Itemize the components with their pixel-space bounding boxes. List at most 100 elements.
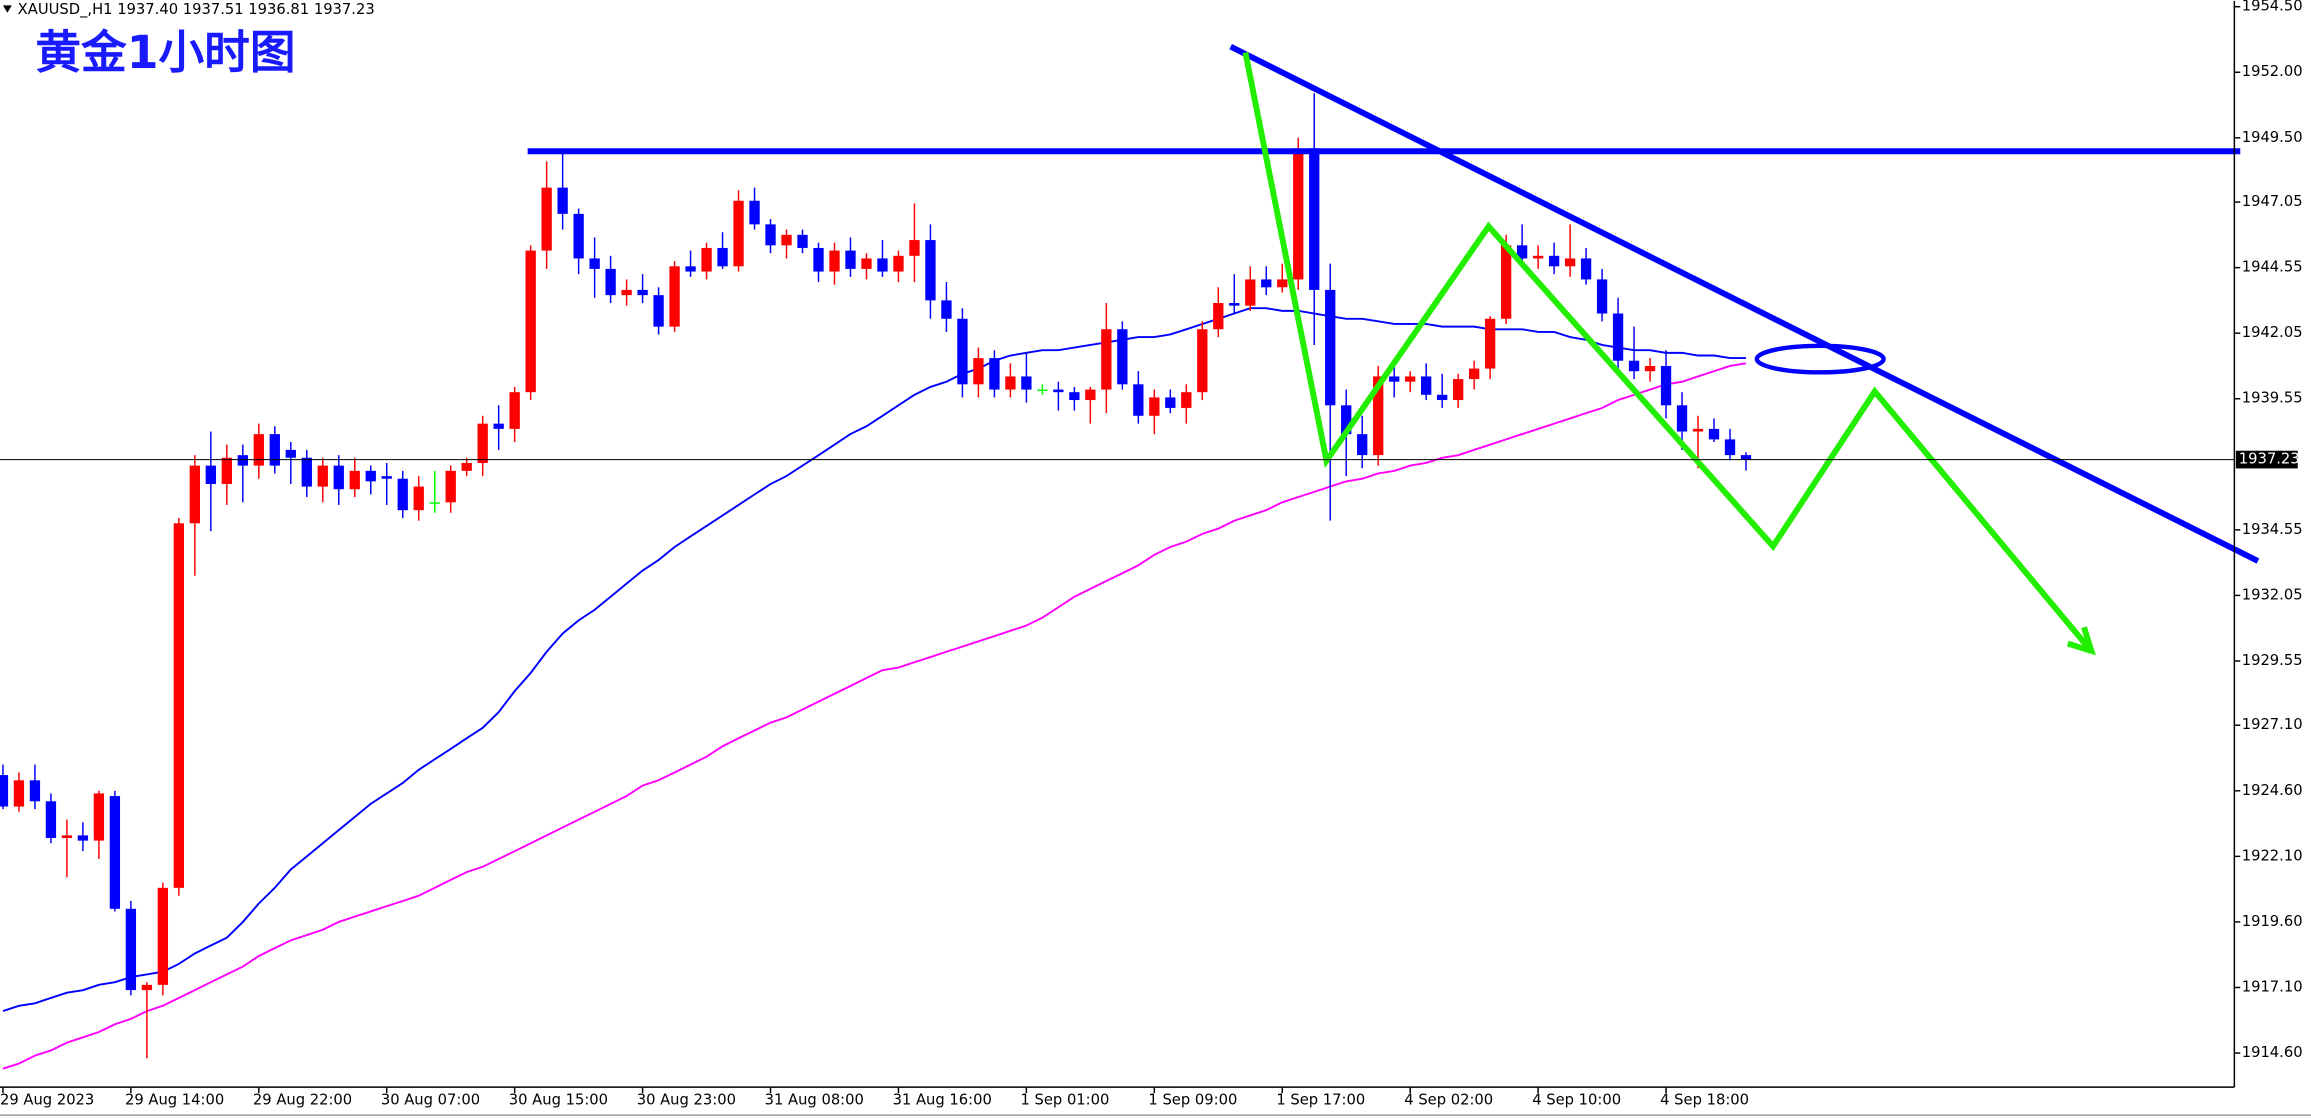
candle-body	[1261, 279, 1272, 288]
candle-body	[941, 300, 952, 319]
y-tick-label: 1927.10	[2242, 716, 2303, 733]
candle-body	[669, 266, 680, 327]
y-tick-label: 1949.50	[2242, 129, 2303, 146]
candle-body	[685, 266, 696, 272]
candle-body	[509, 392, 520, 429]
candle-body	[1692, 428, 1704, 432]
candle-body	[429, 502, 440, 504]
candle-body	[957, 318, 968, 385]
candle-body	[781, 234, 792, 246]
candle-body	[541, 187, 552, 251]
y-tick-label: 1939.55	[2242, 390, 2303, 407]
chart-title: 黄金1小时图	[35, 26, 295, 79]
candle-body	[1085, 389, 1096, 401]
candle-body	[989, 358, 1000, 390]
plot-area	[0, 93, 1752, 1070]
candle-body	[1516, 245, 1528, 259]
candle-body	[365, 470, 376, 482]
candle-body	[733, 200, 744, 267]
candle-body	[253, 434, 264, 466]
candle-body	[1005, 376, 1016, 390]
candle-body	[925, 240, 936, 301]
candle-body	[589, 258, 600, 269]
candle-body	[1708, 428, 1720, 440]
chart-header: XAUUSD_,H1 1937.40 1937.51 1936.81 1937.…	[18, 1, 375, 18]
candle-body	[45, 801, 57, 839]
current-price-box	[2235, 450, 2298, 469]
candle-body	[1325, 289, 1336, 406]
candle-body	[1357, 434, 1368, 456]
x-tick-label: 1 Sep 09:00	[1148, 1091, 1237, 1108]
candle-body	[1580, 258, 1592, 280]
candle-body	[477, 423, 488, 463]
candle-body	[797, 234, 808, 248]
candle-body	[205, 465, 216, 484]
y-tick-label: 1934.55	[2242, 521, 2303, 538]
y-tick-label: 1954.50	[2242, 0, 2303, 15]
candle-body	[1421, 376, 1432, 395]
candle-body	[269, 434, 280, 466]
x-tick-label: 30 Aug 07:00	[381, 1091, 480, 1108]
candle-body	[525, 250, 536, 393]
candle-body	[301, 457, 312, 487]
candle-body	[1341, 405, 1352, 435]
candle-body	[573, 213, 584, 259]
candle-body	[1037, 389, 1048, 392]
menu-arrow[interactable]	[2, 5, 12, 13]
candle-body	[1101, 329, 1112, 390]
candle-body	[1548, 255, 1560, 267]
candle-body	[653, 295, 664, 327]
candle-body	[29, 780, 41, 802]
y-tick-label: 1917.10	[2242, 978, 2303, 995]
y-tick-label: 1924.60	[2242, 782, 2303, 799]
candle-body	[1293, 148, 1304, 280]
x-tick-label: 31 Aug 16:00	[893, 1091, 992, 1108]
candle-body	[1484, 318, 1496, 369]
candle-body	[1676, 405, 1688, 432]
x-tick-label: 29 Aug 22:00	[253, 1091, 352, 1108]
x-tick-label: 1 Sep 17:00	[1276, 1091, 1365, 1108]
y-tick-label: 1942.05	[2242, 324, 2303, 341]
candle-body	[381, 476, 392, 479]
candle-body	[493, 423, 504, 429]
candle-body	[1213, 303, 1224, 330]
candle-body	[765, 224, 776, 246]
candle-body	[189, 465, 201, 524]
candle-body	[1532, 255, 1544, 259]
candle-body	[285, 449, 296, 458]
candle-body	[333, 465, 344, 490]
x-tick-label: 4 Sep 10:00	[1532, 1091, 1621, 1108]
y-tick-label: 1947.05	[2242, 193, 2303, 210]
candle-body	[1277, 279, 1288, 288]
moving-average	[2, 362, 1747, 1070]
candle-body	[1724, 439, 1736, 456]
y-tick-label: 1932.05	[2242, 586, 2303, 603]
candle-body	[829, 250, 840, 272]
x-tick-label: 31 Aug 08:00	[765, 1091, 864, 1108]
candle-body	[717, 247, 728, 267]
candle-body	[157, 887, 169, 985]
x-tick-label: 4 Sep 02:00	[1404, 1091, 1493, 1108]
candle-body	[1149, 397, 1160, 416]
y-tick-label: 1922.10	[2242, 847, 2303, 864]
candle-body	[1500, 245, 1512, 319]
current-price-label: 1937.23	[2239, 451, 2300, 468]
candle-body	[621, 289, 632, 296]
candle-body	[1644, 365, 1656, 372]
candle-body	[1245, 279, 1256, 306]
candle-body	[1612, 313, 1624, 361]
candle-body	[973, 358, 984, 385]
drawings	[527, 43, 2260, 656]
candle-body	[1165, 397, 1176, 408]
x-tick-label: 30 Aug 23:00	[637, 1091, 736, 1108]
candle-body	[605, 268, 616, 296]
candle-body	[1117, 329, 1128, 385]
candle-body	[813, 247, 824, 272]
candle-body	[77, 835, 89, 841]
candle-body	[397, 478, 408, 511]
candle-body	[1468, 368, 1480, 380]
candle-body	[1596, 279, 1608, 314]
